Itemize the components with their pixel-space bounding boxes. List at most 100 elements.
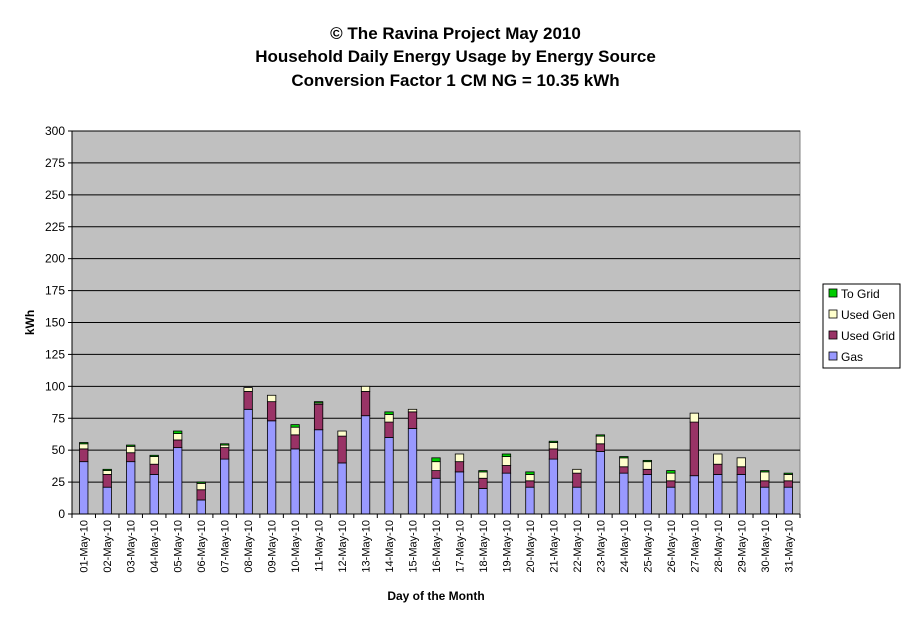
bar-used-gen xyxy=(572,468,582,474)
bar-used-gen xyxy=(337,430,347,437)
bar-used-grid xyxy=(689,421,699,477)
x-tick-label: 06-May-10 xyxy=(196,520,208,573)
bar-to-grid xyxy=(384,411,394,415)
bar-gas xyxy=(337,462,347,515)
bar-gas xyxy=(360,415,371,515)
bar-gas xyxy=(736,474,746,515)
bar-used-grid xyxy=(760,480,770,488)
x-tick-label: 12-May-10 xyxy=(337,520,349,573)
bar-to-grid xyxy=(478,470,488,473)
x-tick-label: 26-May-10 xyxy=(666,520,678,573)
bar-gas xyxy=(619,472,629,515)
bar-used-gen xyxy=(525,474,535,482)
bar-used-grid xyxy=(196,489,206,501)
legend-swatch xyxy=(828,351,838,361)
legend: To Grid Used Gen Used Grid Gas xyxy=(822,283,901,369)
bar-used-gen xyxy=(548,442,559,450)
x-tick-label: 22-May-10 xyxy=(572,520,584,573)
bar-to-grid xyxy=(431,457,441,463)
x-tick-label: 31-May-10 xyxy=(783,520,795,573)
bar-to-grid xyxy=(783,472,793,475)
bar-used-grid xyxy=(525,480,535,488)
bar-to-grid xyxy=(149,454,159,457)
x-tick-label: 07-May-10 xyxy=(220,520,232,573)
bar-to-grid xyxy=(525,471,535,475)
x-tick-label: 20-May-10 xyxy=(525,520,537,573)
bar-to-grid xyxy=(760,470,770,473)
y-tick-label: 25 xyxy=(52,475,66,489)
bar-to-grid xyxy=(666,470,676,474)
bar-used-gen xyxy=(360,385,371,392)
bar-used-gen xyxy=(642,461,652,470)
bar-gas xyxy=(79,461,89,515)
x-tick-labels: 01-May-10 02-May-10 03-May-10 04-May-10 05-M… xyxy=(79,520,796,573)
bar-to-grid xyxy=(173,430,183,434)
bar-used-grid xyxy=(243,391,253,410)
y-tick-labels: 0 25 50 75 100 125 150 175 200 225 250 275 300 xyxy=(45,124,65,521)
x-tick-label: 14-May-10 xyxy=(384,520,396,573)
bar-used-grid xyxy=(454,461,465,473)
bar-used-gen xyxy=(407,408,418,413)
bar-used-grid xyxy=(384,421,394,438)
y-tick-label: 150 xyxy=(45,316,65,330)
bar-gas xyxy=(313,429,324,515)
y-tick-label: 225 xyxy=(45,220,65,234)
bar-used-gen xyxy=(266,394,277,403)
bar-used-grid xyxy=(313,403,324,431)
y-axis-label: kWh xyxy=(23,310,37,335)
bar-gas xyxy=(501,472,512,515)
bar-to-grid xyxy=(313,401,324,404)
bar-used-gen xyxy=(713,453,723,465)
bar-gas xyxy=(126,461,136,515)
bar-used-grid xyxy=(595,443,606,452)
bar-used-grid xyxy=(642,468,652,475)
bar-gas xyxy=(760,486,770,515)
legend-swatch xyxy=(828,288,838,298)
y-tick-label: 175 xyxy=(45,284,65,298)
y-tick-label: 125 xyxy=(45,347,65,361)
bar-used-gen xyxy=(478,471,488,479)
bar-used-grid xyxy=(173,439,183,449)
bar-used-gen xyxy=(619,457,629,468)
bar-used-gen xyxy=(149,456,159,465)
bar-gas xyxy=(384,436,394,515)
bar-gas xyxy=(243,408,253,515)
bar-used-grid xyxy=(266,401,277,422)
x-tick-label: 19-May-10 xyxy=(501,520,513,573)
y-tick-label: 250 xyxy=(45,188,65,202)
y-tick-label: 75 xyxy=(52,411,66,425)
y-tick-label: 200 xyxy=(45,252,65,266)
x-tick-label: 02-May-10 xyxy=(102,520,114,573)
bar-used-grid xyxy=(79,448,89,463)
bar-used-grid xyxy=(220,447,230,460)
bar-gas xyxy=(431,477,441,515)
bar-to-grid xyxy=(642,459,652,463)
bar-used-grid xyxy=(619,466,629,474)
bar-gas xyxy=(454,471,465,515)
y-tick-label: 300 xyxy=(45,124,65,138)
gridlines xyxy=(68,130,800,515)
bar-used-grid xyxy=(431,470,441,479)
bar-gas xyxy=(525,486,535,515)
x-tick-label: 01-May-10 xyxy=(79,520,91,573)
bar-gas xyxy=(102,486,112,515)
bar-used-gen xyxy=(595,435,606,445)
bar-gas xyxy=(713,474,723,515)
legend-label: Used Grid xyxy=(841,329,895,343)
bar-used-gen xyxy=(102,470,112,475)
bar-gas xyxy=(290,448,300,515)
bar-gas xyxy=(689,475,699,515)
bar-used-grid xyxy=(126,452,136,463)
x-tick-label: 03-May-10 xyxy=(126,520,138,573)
x-tick-label: 24-May-10 xyxy=(619,520,631,573)
bar-used-gen xyxy=(79,443,89,450)
y-tick-label: 50 xyxy=(52,443,66,457)
bar-to-grid xyxy=(548,440,559,443)
legend-swatch xyxy=(828,309,838,319)
bar-to-grid xyxy=(595,434,606,437)
bar-to-grid xyxy=(126,444,136,447)
x-tick-label: 04-May-10 xyxy=(149,520,161,573)
bar-gas xyxy=(196,499,206,515)
x-tick-label: 27-May-10 xyxy=(689,520,701,573)
